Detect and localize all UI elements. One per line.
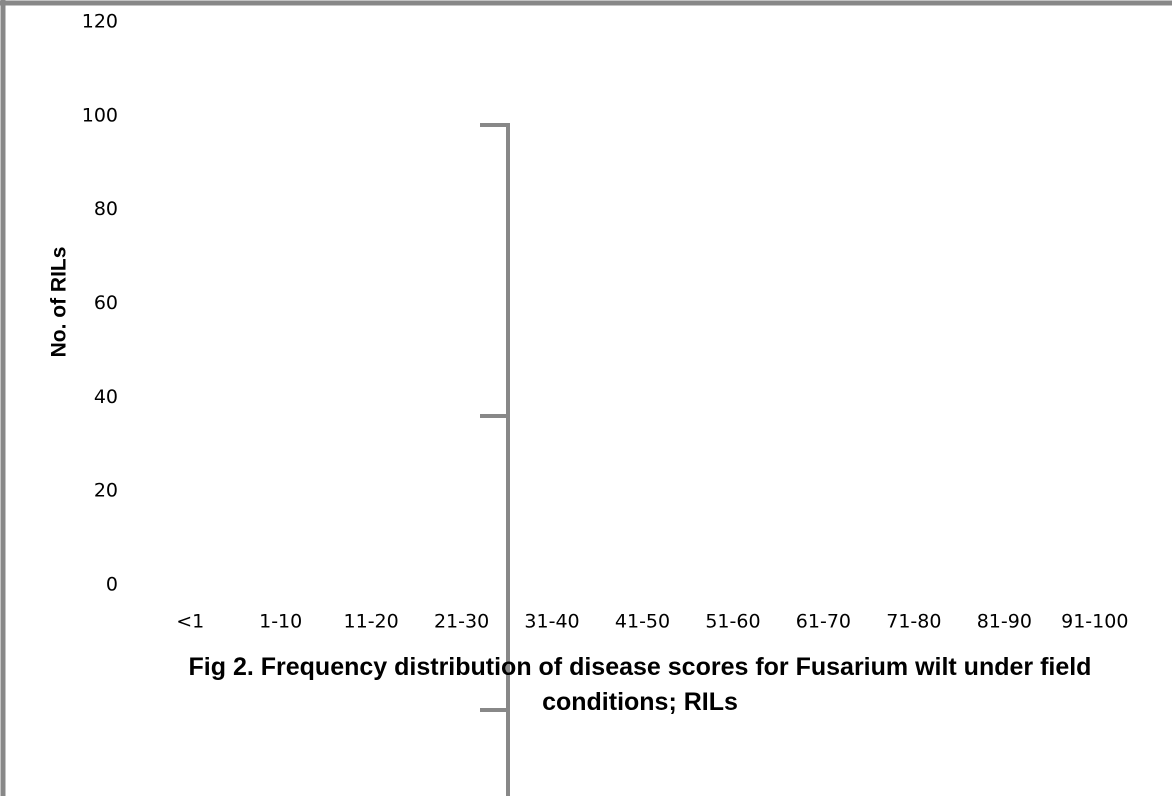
bracket-artifact	[480, 123, 510, 796]
y-tick-label: 0	[106, 574, 118, 596]
x-tick-label: 71-80	[886, 611, 941, 633]
x-tick-label: 91-100	[1061, 611, 1128, 633]
y-axis-label: No. of RILs	[48, 247, 71, 358]
x-tick-label: 51-60	[705, 611, 760, 633]
x-tick-label: <1	[176, 611, 204, 633]
y-tick-label: 20	[94, 480, 118, 502]
x-tick-label: 21-30	[434, 611, 489, 633]
x-tick-label: 1-10	[259, 611, 302, 633]
x-tick-label: 11-20	[344, 611, 399, 633]
x-tick-label: 41-50	[615, 611, 670, 633]
x-tick-label: 31-40	[524, 611, 579, 633]
y-tick-label: 40	[94, 386, 118, 408]
y-tick-label: 60	[94, 292, 118, 314]
chart-title: Fig 2. Frequency distribution of disease…	[188, 653, 1092, 716]
x-tick-label: 81-90	[977, 611, 1032, 633]
x-tick-label: 61-70	[796, 611, 851, 633]
y-tick-label: 120	[82, 11, 118, 33]
y-tick-label: 100	[82, 104, 118, 126]
y-tick-label: 80	[94, 198, 118, 220]
